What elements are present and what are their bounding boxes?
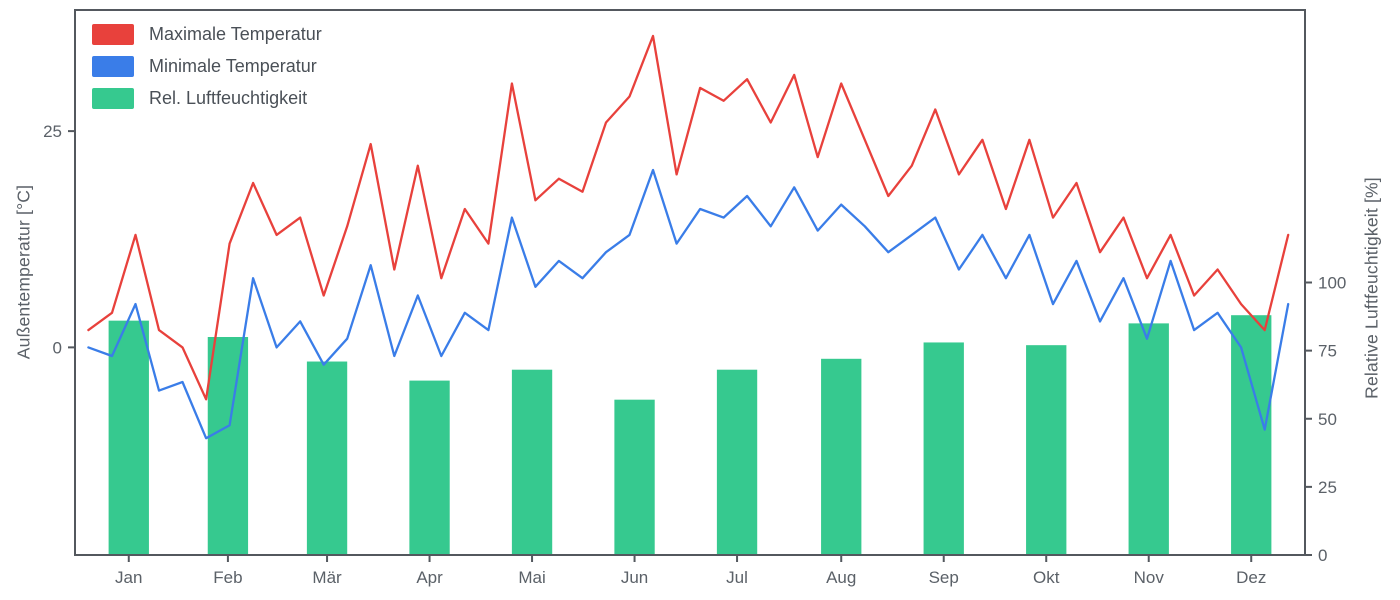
legend-item-min-temp: Minimale Temperatur [92,56,322,77]
max-temp-swatch [92,24,134,45]
x-tick-label: Nov [1134,568,1165,587]
humidity-bar [923,342,964,555]
left-y-axis-label: Außentemperatur [°C] [13,184,34,360]
humidity-swatch [92,88,134,109]
x-tick-label: Sep [929,568,959,587]
x-tick-label: Jan [115,568,142,587]
humidity-bar [108,320,149,555]
right-y-tick-label: 100 [1318,274,1346,293]
x-tick-label: Mai [518,568,545,587]
legend-item-max-temp: Maximale Temperatur [92,24,322,45]
humidity-bar [511,369,553,555]
right-y-tick-label: 50 [1318,410,1337,429]
x-tick-label: Jun [621,568,648,587]
x-tick-label: Apr [416,568,443,587]
legend-label-min-temp: Minimale Temperatur [149,56,317,76]
legend-label-humidity: Rel. Luftfeuchtigkeit [149,88,308,108]
right-y-tick-label: 75 [1318,342,1337,361]
right-y-tick-label: 0 [1318,546,1327,565]
humidity-bar [716,369,758,555]
humidity-bar [614,399,655,555]
right-y-tick-label: 25 [1318,478,1337,497]
legend-item-humidity: Rel. Luftfeuchtigkeit [92,88,322,109]
humidity-bar [1128,323,1169,555]
left-y-tick-label: 0 [53,338,62,357]
humidity-bar [306,361,348,555]
min-temp-line [87,168,1290,440]
humidity-bar [1231,315,1272,555]
humidity-bar [1026,345,1067,555]
x-tick-label: Okt [1033,568,1060,587]
min-temp-swatch [92,56,134,77]
x-tick-label: Aug [826,568,856,587]
x-tick-label: Feb [213,568,242,587]
max-temp-line [87,34,1290,401]
humidity-bar [409,380,450,555]
x-tick-label: Mär [312,568,342,587]
left-y-tick-label: 25 [43,122,62,141]
humidity-bar [207,337,249,555]
legend: Maximale Temperatur Minimale Temperatur … [92,24,322,109]
right-y-axis-label: Relative Luftfeuchtigkeit [%] [1361,177,1382,399]
x-tick-label: Jul [726,568,748,587]
x-tick-label: Dez [1236,568,1266,587]
legend-label-max-temp: Maximale Temperatur [149,24,322,44]
humidity-bar [821,358,862,555]
